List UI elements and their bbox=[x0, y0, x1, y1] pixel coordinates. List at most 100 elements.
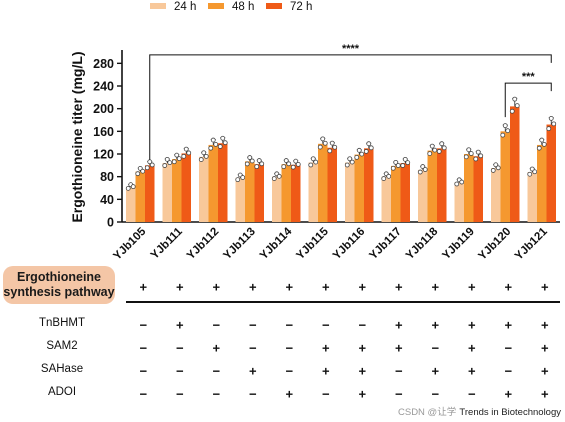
bar bbox=[400, 163, 410, 222]
data-point bbox=[493, 162, 499, 168]
bar bbox=[437, 148, 447, 222]
bar bbox=[291, 164, 301, 222]
construct-mark: + bbox=[540, 317, 549, 333]
data-point bbox=[149, 162, 155, 168]
y-tick-label: 40 bbox=[100, 193, 114, 207]
data-point bbox=[405, 160, 411, 166]
data-point bbox=[176, 156, 182, 162]
data-point bbox=[295, 161, 301, 167]
bar bbox=[318, 143, 328, 222]
construct-mark: − bbox=[285, 317, 294, 333]
construct-mark: − bbox=[139, 386, 148, 402]
data-point bbox=[164, 156, 170, 162]
x-tick-label: YJb111 bbox=[149, 225, 185, 260]
data-point bbox=[505, 128, 511, 134]
data-point bbox=[344, 162, 350, 168]
construct-mark: − bbox=[212, 386, 221, 402]
pathway-mark: + bbox=[394, 279, 403, 295]
data-point bbox=[135, 171, 141, 177]
data-point bbox=[140, 168, 146, 174]
data-point bbox=[468, 151, 474, 156]
y-tick-label: 80 bbox=[100, 170, 114, 184]
pathway-mark: + bbox=[321, 279, 330, 295]
bar bbox=[418, 169, 428, 222]
data-point bbox=[475, 149, 481, 155]
data-point bbox=[527, 171, 533, 177]
bar bbox=[218, 143, 228, 222]
data-point bbox=[162, 163, 168, 168]
data-point bbox=[254, 164, 260, 170]
pathway-mark: + bbox=[467, 279, 476, 295]
data-point bbox=[201, 150, 207, 156]
y-tick-label: 0 bbox=[107, 216, 114, 230]
data-point bbox=[354, 154, 360, 160]
data-point bbox=[259, 161, 265, 167]
data-point bbox=[276, 173, 282, 179]
construct-mark: − bbox=[431, 340, 440, 356]
data-point bbox=[400, 163, 406, 168]
y-tick-label: 280 bbox=[93, 57, 114, 71]
data-point bbox=[548, 115, 554, 121]
construct-mark: + bbox=[540, 340, 549, 356]
x-tick-label: YJb115 bbox=[294, 225, 331, 260]
data-point bbox=[322, 140, 328, 146]
data-point bbox=[429, 143, 435, 149]
y-tick-label: 240 bbox=[93, 80, 114, 94]
data-point bbox=[473, 156, 479, 162]
data-point bbox=[256, 158, 262, 163]
bar bbox=[208, 144, 218, 222]
bar bbox=[381, 176, 391, 222]
bar bbox=[145, 165, 155, 222]
construct-mark: − bbox=[139, 363, 148, 379]
construct-mark: + bbox=[504, 386, 513, 402]
data-point bbox=[171, 159, 177, 165]
data-point bbox=[500, 132, 506, 138]
construct-mark: − bbox=[175, 363, 184, 379]
construct-mark: − bbox=[504, 363, 513, 379]
construct-mark: − bbox=[431, 386, 440, 402]
data-point bbox=[203, 153, 209, 159]
bar bbox=[491, 168, 501, 222]
data-point bbox=[198, 157, 204, 162]
construct-mark: + bbox=[431, 363, 440, 379]
data-point bbox=[402, 156, 408, 162]
row-label-sam2: SAM2 bbox=[46, 340, 78, 352]
construct-mark: + bbox=[467, 363, 476, 379]
bar bbox=[537, 144, 547, 222]
data-point bbox=[249, 158, 255, 164]
construct-mark: − bbox=[504, 340, 513, 356]
data-point bbox=[546, 126, 552, 132]
x-tick-label: YJb113 bbox=[221, 226, 258, 260]
construct-mark: − bbox=[394, 363, 403, 379]
construct-mark: + bbox=[540, 386, 549, 402]
pathway-mark: + bbox=[540, 279, 549, 295]
data-point bbox=[167, 160, 173, 166]
data-point bbox=[368, 145, 374, 151]
bar bbox=[199, 156, 209, 222]
data-point bbox=[439, 141, 445, 147]
construct-mark: + bbox=[540, 363, 549, 379]
data-point bbox=[551, 121, 557, 127]
legend-label: 72 h bbox=[290, 1, 312, 13]
bar bbox=[162, 163, 172, 222]
data-point bbox=[332, 144, 338, 150]
data-point bbox=[174, 152, 180, 158]
row-label-sahase: SAHase bbox=[40, 363, 84, 375]
construct-mark: + bbox=[248, 363, 257, 379]
bar bbox=[500, 131, 510, 222]
data-point bbox=[539, 137, 545, 143]
journal-credit: Trends in Biotechnology bbox=[459, 407, 561, 418]
data-point bbox=[536, 145, 542, 151]
construct-mark: + bbox=[467, 340, 476, 356]
bar bbox=[364, 148, 374, 222]
bar bbox=[135, 171, 145, 222]
significance-label: **** bbox=[342, 43, 360, 55]
significance-bracket bbox=[149, 54, 552, 160]
bar bbox=[473, 156, 483, 222]
data-point bbox=[495, 165, 501, 171]
pathway-mark: + bbox=[212, 279, 221, 295]
construct-mark: − bbox=[175, 386, 184, 402]
data-point bbox=[281, 164, 287, 170]
pathway-mark: + bbox=[248, 279, 257, 295]
pathway-label-line2: synthesis pathway bbox=[3, 285, 115, 299]
